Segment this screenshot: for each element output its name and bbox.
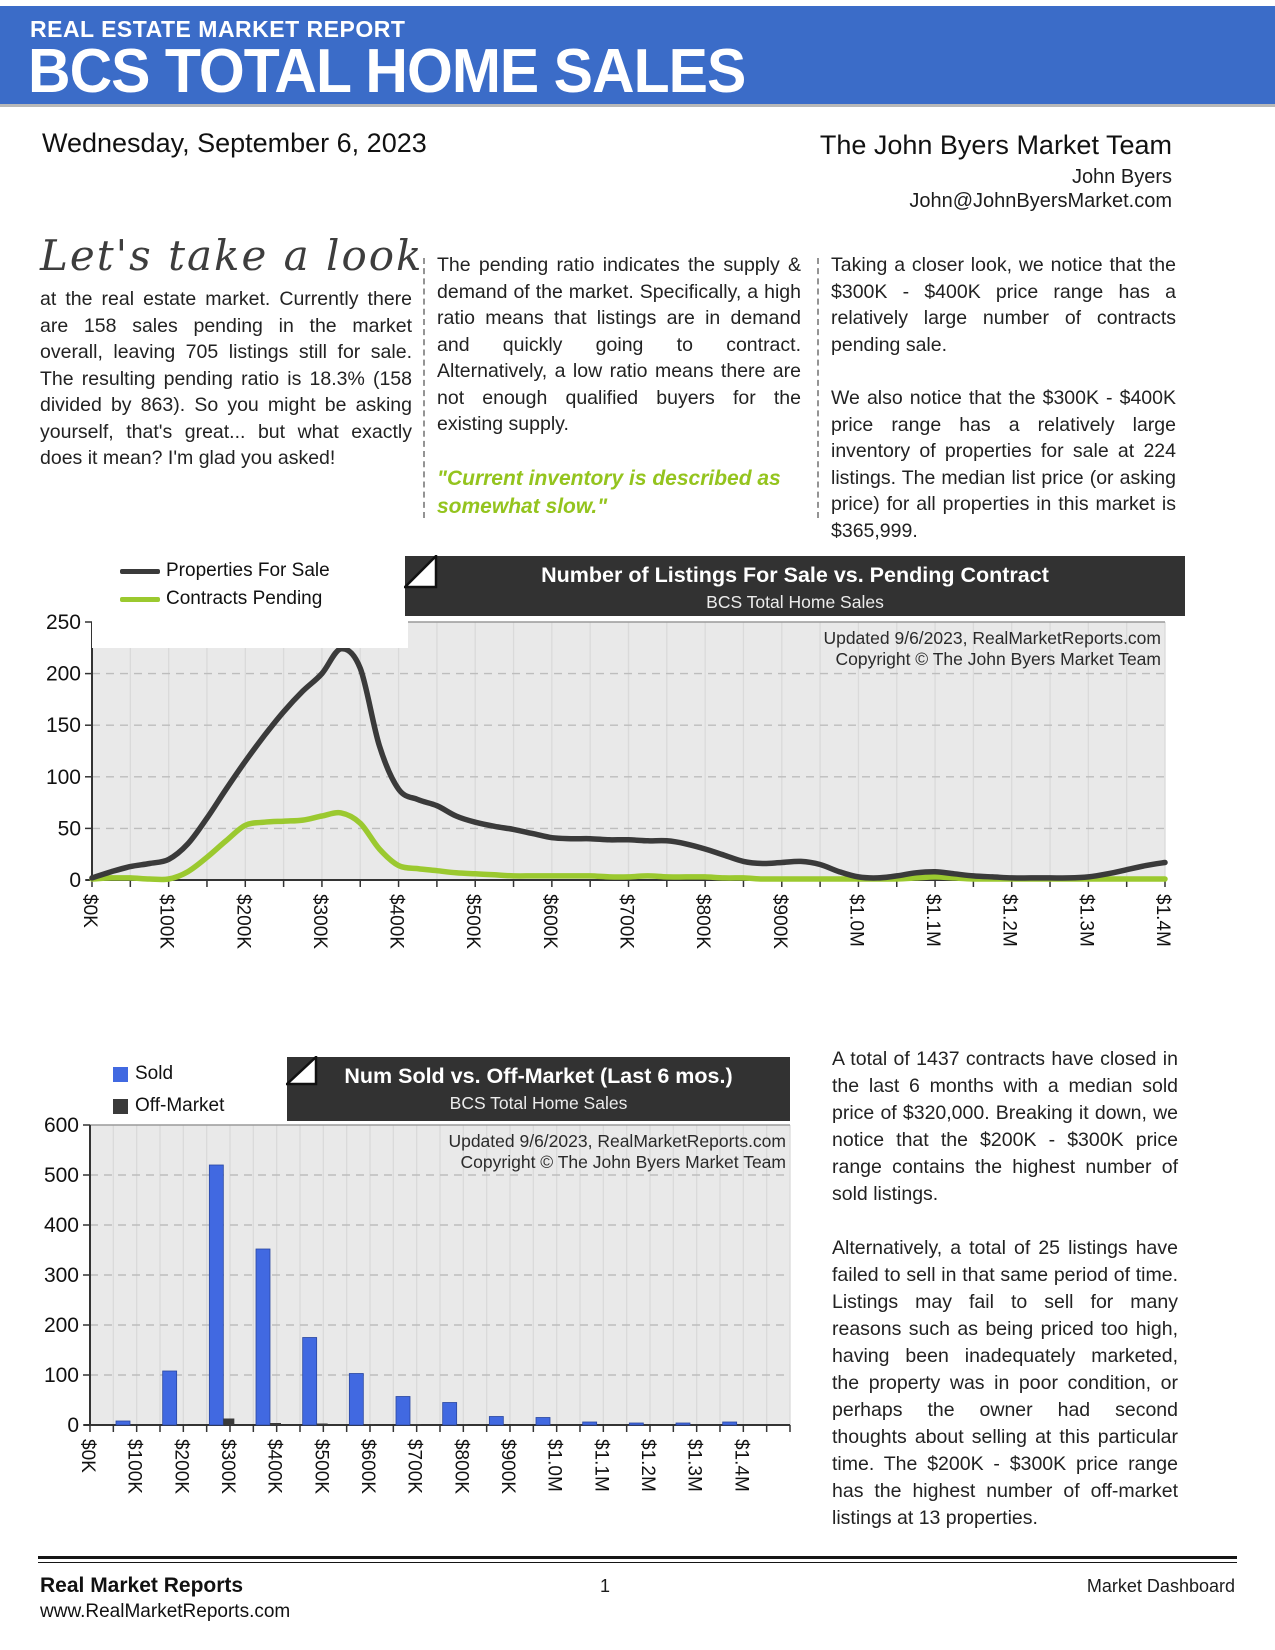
chart2-legend-sold-label: Sold (135, 1063, 174, 1084)
svg-text:0: 0 (69, 869, 81, 892)
svg-text:$100K: $100K (156, 894, 177, 949)
svg-text:50: 50 (58, 817, 81, 840)
chart2-title-banner: Num Sold vs. Off-Market (Last 6 mos.) BC… (286, 1056, 790, 1121)
intro-col2-body: The pending ratio indicates the supply &… (437, 254, 801, 435)
analysis-column: A total of 1437 contracts have closed in… (832, 1046, 1178, 1559)
chart1-fold-corner-icon (404, 555, 438, 589)
svg-text:600: 600 (44, 1114, 79, 1137)
footer-rule (38, 1556, 1237, 1563)
svg-text:200: 200 (44, 1314, 79, 1337)
report-title: BCS TOTAL HOME SALES (28, 37, 746, 106)
chart2-fold-corner-icon (286, 1056, 318, 1086)
chart1-legend-pending-label: Contracts Pending (166, 588, 323, 609)
chart2-legend-offmarket: Off-Market (113, 1095, 224, 1117)
svg-text:$700K: $700K (616, 894, 637, 949)
column-divider-1 (423, 258, 425, 518)
intro-column-1: Let's take a look at the real estate mar… (40, 231, 424, 499)
svg-text:$0K: $0K (79, 894, 100, 928)
chart1-title-banner: Number of Listings For Sale vs. Pending … (404, 555, 1185, 616)
report-kicker: REAL ESTATE MARKET REPORT (30, 16, 406, 42)
chart2-legend-offmarket-label: Off-Market (135, 1095, 225, 1116)
properties-line-swatch (120, 568, 160, 574)
svg-text:Copyright © The John Byers Mar: Copyright © The John Byers Market Team (836, 649, 1161, 669)
svg-text:100: 100 (46, 766, 81, 789)
pending-line-swatch (120, 596, 160, 602)
page-number: 1 (600, 1576, 611, 1596)
intro-col3-para1: Taking a closer look, we notice that the… (831, 254, 1176, 356)
svg-text:$600K: $600K (357, 1439, 378, 1494)
svg-text:$800K: $800K (450, 1439, 471, 1494)
chart1-legend-properties-label: Properties For Sale (166, 560, 330, 581)
svg-text:$400K: $400K (264, 1439, 285, 1494)
svg-text:$200K: $200K (170, 1439, 191, 1494)
svg-text:$500K: $500K (310, 1439, 331, 1494)
svg-text:$1.1M: $1.1M (922, 894, 943, 947)
chart2-subtitle: BCS Total Home Sales (449, 1093, 628, 1113)
agent-email: John@JohnByersMarket.com (909, 190, 1172, 212)
svg-text:$300K: $300K (309, 894, 330, 949)
chart1-subtitle: BCS Total Home Sales (706, 592, 884, 612)
svg-text:$1.4M: $1.4M (730, 1439, 751, 1492)
svg-text:$1.3M: $1.3M (684, 1439, 705, 1492)
svg-text:$1.4M: $1.4M (1152, 894, 1173, 947)
svg-text:$1.0M: $1.0M (845, 894, 866, 947)
chart1-legend-pending: Contracts Pending (120, 588, 322, 610)
svg-text:Updated 9/6/2023, RealMarketRe: Updated 9/6/2023, RealMarketReports.com (448, 1131, 786, 1151)
team-name: The John Byers Market Team (819, 130, 1172, 160)
chart2-title: Num Sold vs. Off-Market (Last 6 mos.) (344, 1064, 733, 1088)
svg-text:$400K: $400K (386, 894, 407, 949)
svg-text:$1.2M: $1.2M (637, 1439, 658, 1492)
svg-text:$900K: $900K (497, 1439, 518, 1494)
svg-text:$0K: $0K (77, 1439, 98, 1473)
svg-text:500: 500 (44, 1164, 79, 1187)
masthead: REAL ESTATE MARKET REPORT BCS TOTAL HOME… (0, 6, 1275, 106)
svg-text:Copyright © The John Byers Mar: Copyright © The John Byers Market Team (461, 1152, 786, 1172)
svg-text:$800K: $800K (692, 894, 713, 949)
svg-text:$1.1M: $1.1M (590, 1439, 611, 1492)
svg-text:0: 0 (67, 1414, 79, 1437)
footer-right-label: Market Dashboard (1086, 1576, 1235, 1596)
svg-text:$900K: $900K (769, 894, 790, 949)
footer-brand: Real Market Reports (40, 1574, 244, 1597)
chart1-title: Number of Listings For Sale vs. Pending … (541, 563, 1049, 587)
svg-text:$1.0M: $1.0M (544, 1439, 565, 1492)
intro-script-heading: Let's take a look (40, 231, 424, 280)
svg-text:$600K: $600K (539, 894, 560, 949)
svg-text:400: 400 (44, 1214, 79, 1237)
svg-text:$100K: $100K (124, 1439, 145, 1494)
svg-text:100: 100 (44, 1364, 79, 1387)
agent-name: John Byers (1071, 166, 1172, 188)
report-date: Wednesday, September 6, 2023 (42, 128, 427, 158)
chart1-legend-properties: Properties For Sale (120, 560, 330, 582)
analysis-para1: A total of 1437 contracts have closed in… (832, 1048, 1178, 1205)
sold-vs-offmarket-chart: 0 100 200 300 400 500 600 Updated 9/6/2023, Rea… (44, 1114, 791, 1494)
chart2-legend-sold: Sold (113, 1063, 173, 1085)
column-divider-2 (817, 258, 819, 518)
svg-text:Updated 9/6/2023, RealMarketRe: Updated 9/6/2023, RealMarketReports.com (823, 628, 1161, 648)
svg-text:$1.3M: $1.3M (1075, 894, 1096, 947)
intro-column-2: The pending ratio indicates the supply &… (437, 252, 801, 548)
svg-text:300: 300 (44, 1264, 79, 1287)
intro-column-3: Taking a closer look, we notice that the… (831, 252, 1176, 571)
sold-square-swatch (113, 1066, 128, 1082)
offmarket-square-swatch (113, 1098, 128, 1114)
intro-col3-para2: We also notice that the $300K - $400K pr… (831, 387, 1176, 542)
inventory-quote: "Current inventory is described as somew… (437, 466, 781, 518)
svg-text:$500K: $500K (462, 894, 483, 949)
svg-text:$700K: $700K (404, 1439, 425, 1494)
analysis-para2: Alternatively, a total of 25 listings ha… (832, 1237, 1178, 1529)
svg-text:$1.2M: $1.2M (999, 894, 1020, 947)
svg-text:200: 200 (46, 663, 81, 686)
intro-col1-body: at the real estate market. Currently the… (40, 288, 412, 469)
listings-vs-pending-chart: 0 50 100 150 200 250 Updated 9/6/2023, RealMar… (46, 611, 1173, 949)
svg-text:$200K: $200K (232, 894, 253, 949)
svg-text:250: 250 (46, 611, 81, 634)
svg-text:$300K: $300K (217, 1439, 238, 1494)
svg-text:150: 150 (46, 714, 81, 737)
footer-url: www.RealMarketReports.com (40, 1601, 291, 1622)
